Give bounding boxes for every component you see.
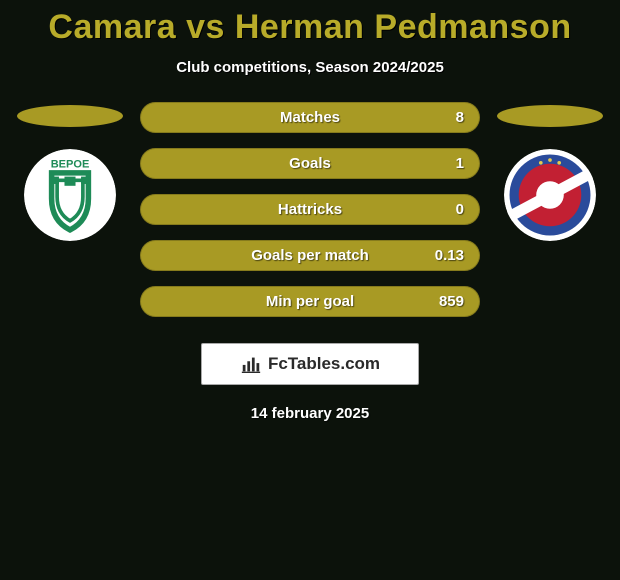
stat-bar-goals: Goals1 xyxy=(140,148,480,179)
page-subtitle: Club competitions, Season 2024/2025 xyxy=(0,59,620,76)
generated-date: 14 february 2025 xyxy=(0,405,620,422)
stat-right-value: 0.13 xyxy=(408,247,464,264)
stat-right-value: 8 xyxy=(408,109,464,126)
comparison-row: BEPOE Matches8 Goals1 Hattricks0 Goals per … xyxy=(0,102,620,317)
stat-bar-goals-per-match: Goals per match0.13 xyxy=(140,240,480,271)
stat-label: Min per goal xyxy=(212,293,408,310)
svg-text:BEPOE: BEPOE xyxy=(51,158,90,170)
stat-label: Hattricks xyxy=(212,201,408,218)
stat-right-value: 859 xyxy=(408,293,464,310)
left-team-badge: BEPOE xyxy=(24,149,116,241)
left-player-column: BEPOE xyxy=(10,102,130,241)
brand-attribution: FcTables.com xyxy=(201,343,419,385)
spartak-badge-icon xyxy=(504,149,596,241)
right-team-badge xyxy=(504,149,596,241)
stats-column: Matches8Goals1Hattricks0Goals per match0… xyxy=(130,102,490,317)
beroe-badge-icon: BEPOE xyxy=(24,149,116,241)
right-player-column xyxy=(490,102,610,241)
stat-bar-matches: Matches8 xyxy=(140,102,480,133)
bar-chart-icon xyxy=(240,353,262,375)
stat-right-value: 1 xyxy=(408,155,464,172)
stat-right-value: 0 xyxy=(408,201,464,218)
stat-label: Matches xyxy=(212,109,408,126)
brand-label: FcTables.com xyxy=(268,354,380,374)
right-player-oval xyxy=(497,105,603,127)
page-title: Camara vs Herman Pedmanson xyxy=(0,0,620,47)
stat-bar-min-per-goal: Min per goal859 xyxy=(140,286,480,317)
stat-label: Goals per match xyxy=(212,247,408,264)
left-player-oval xyxy=(17,105,123,127)
stat-bar-hattricks: Hattricks0 xyxy=(140,194,480,225)
stat-label: Goals xyxy=(212,155,408,172)
